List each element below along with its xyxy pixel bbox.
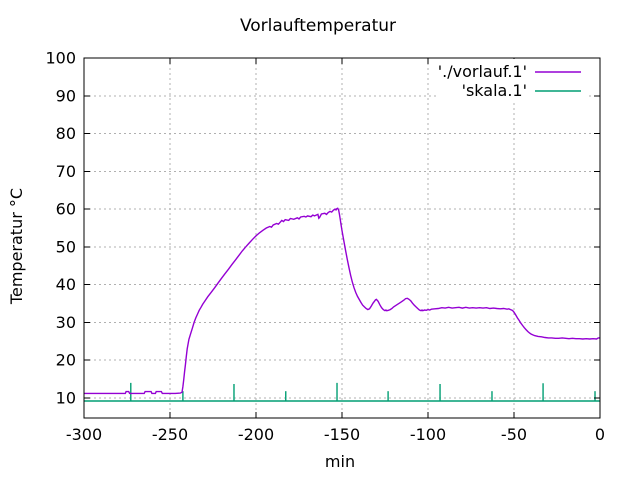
vorlauf-curve	[84, 207, 600, 395]
x-tick-label: -50	[501, 425, 527, 444]
y-tick-label: 100	[45, 49, 76, 68]
x-tick-label: -100	[410, 425, 446, 444]
y-tick-label: 20	[56, 351, 76, 370]
y-tick-label: 50	[56, 237, 76, 256]
x-tick-label: -150	[324, 425, 360, 444]
legend-label-skala: 'skala.1'	[462, 81, 527, 100]
legend-background	[436, 59, 587, 101]
y-tick-label: 30	[56, 313, 76, 332]
plot-border	[83, 57, 601, 419]
y-axis-label: Temperatur °C	[7, 188, 26, 305]
y-tick-label: 90	[56, 86, 76, 105]
chart-title: Vorlauftemperatur	[240, 16, 396, 36]
tick-labels: -300 -250 -200 -150 -100 -50 0 10 20 30 40 50 60 70 80…	[45, 49, 605, 445]
x-tick-label: -250	[152, 425, 188, 444]
y-tick-label: 10	[56, 388, 76, 407]
x-axis-label: min	[325, 452, 355, 471]
y-tick-label: 70	[56, 162, 76, 181]
y-tick-label: 40	[56, 275, 76, 294]
legend: './vorlauf.1' 'skala.1'	[436, 59, 587, 101]
y-tick-label: 80	[56, 124, 76, 143]
data-series	[84, 207, 600, 402]
y-tick-label: 60	[56, 200, 76, 219]
x-tick-label: 0	[595, 425, 605, 444]
x-tick-label: -200	[238, 425, 274, 444]
x-tick-label: -300	[66, 425, 102, 444]
legend-label-vorlauf: './vorlauf.1'	[438, 62, 527, 81]
grid-lines	[84, 58, 600, 418]
